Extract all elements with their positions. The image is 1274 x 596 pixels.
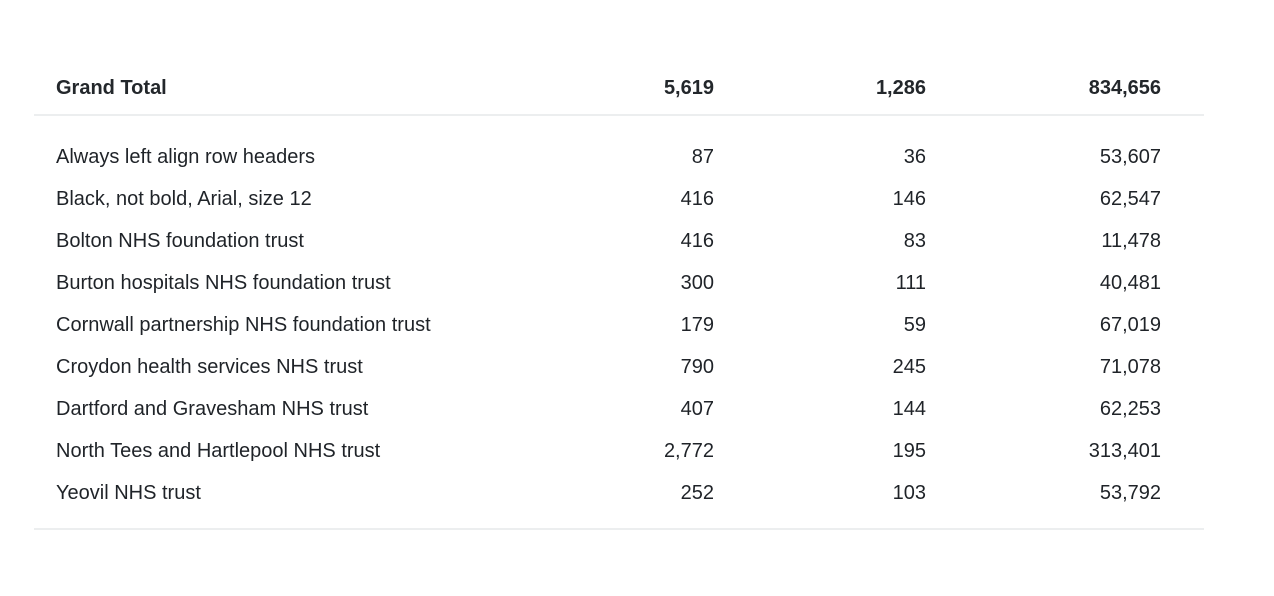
row-header: Cornwall partnership NHS foundation trus…	[56, 313, 431, 336]
table-cell: 790	[680, 355, 714, 378]
table-row: Always left align row headers 87 36 53,6…	[34, 136, 1204, 178]
table-cell: 300	[680, 271, 714, 294]
table-cell: 1,286	[875, 76, 926, 99]
data-table: Grand Total 5,619 1,286 834,656 Always l…	[34, 62, 1204, 530]
table-cell: 416	[680, 229, 714, 252]
divider	[34, 528, 1204, 530]
table-cell: 83	[903, 229, 926, 252]
table-cell: 252	[680, 481, 714, 504]
table-cell: 5,619	[663, 76, 714, 99]
row-header: Always left align row headers	[56, 145, 316, 168]
row-header: Grand Total	[56, 76, 167, 99]
table-cell: 87	[691, 145, 714, 168]
table-row: Black, not bold, Arial, size 12 416 146 …	[34, 178, 1204, 220]
table-row: Croydon health services NHS trust 790 24…	[34, 346, 1204, 388]
table-cell: 313,401	[1088, 439, 1161, 462]
table-row: Yeovil NHS trust 252 103 53,792	[34, 472, 1204, 514]
table-row: Bolton NHS foundation trust 416 83 11,47…	[34, 220, 1204, 262]
row-header: Croydon health services NHS trust	[56, 355, 363, 378]
table-cell: 195	[892, 439, 926, 462]
table-cell: 59	[903, 313, 926, 336]
divider	[34, 114, 1204, 116]
row-header: Dartford and Gravesham NHS trust	[56, 397, 369, 420]
table-cell: 2,772	[663, 439, 714, 462]
row-header: Bolton NHS foundation trust	[56, 229, 304, 252]
table-cell: 103	[892, 481, 926, 504]
table-cell: 71,078	[1099, 355, 1161, 378]
row-header: Black, not bold, Arial, size 12	[56, 187, 312, 210]
table-cell: 144	[892, 397, 926, 420]
table-cell: 416	[680, 187, 714, 210]
table-cell: 11,478	[1101, 229, 1161, 252]
table-cell: 146	[892, 187, 926, 210]
table-row: North Tees and Hartlepool NHS trust 2,77…	[34, 430, 1204, 472]
table-cell: 36	[903, 145, 926, 168]
table-row: Dartford and Gravesham NHS trust 407 144…	[34, 388, 1204, 430]
row-header: Yeovil NHS trust	[56, 481, 201, 504]
table-row: Cornwall partnership NHS foundation trus…	[34, 304, 1204, 346]
table-cell: 834,656	[1088, 76, 1161, 99]
grand-total-row: Grand Total 5,619 1,286 834,656	[34, 62, 1204, 114]
row-header: North Tees and Hartlepool NHS trust	[56, 439, 381, 462]
table-cell: 40,481	[1099, 271, 1161, 294]
table-cell: 62,547	[1099, 187, 1161, 210]
table-cell: 67,019	[1099, 313, 1161, 336]
table-cell: 62,253	[1099, 397, 1161, 420]
row-header: Burton hospitals NHS foundation trust	[56, 271, 391, 294]
table-cell: 407	[680, 397, 714, 420]
table-cell: 111	[895, 271, 926, 294]
table-cell: 179	[680, 313, 714, 336]
table-body: Always left align row headers 87 36 53,6…	[34, 116, 1204, 528]
table-cell: 53,607	[1099, 145, 1161, 168]
table-cell: 53,792	[1099, 481, 1161, 504]
table-row: Burton hospitals NHS foundation trust 30…	[34, 262, 1204, 304]
table-cell: 245	[892, 355, 926, 378]
